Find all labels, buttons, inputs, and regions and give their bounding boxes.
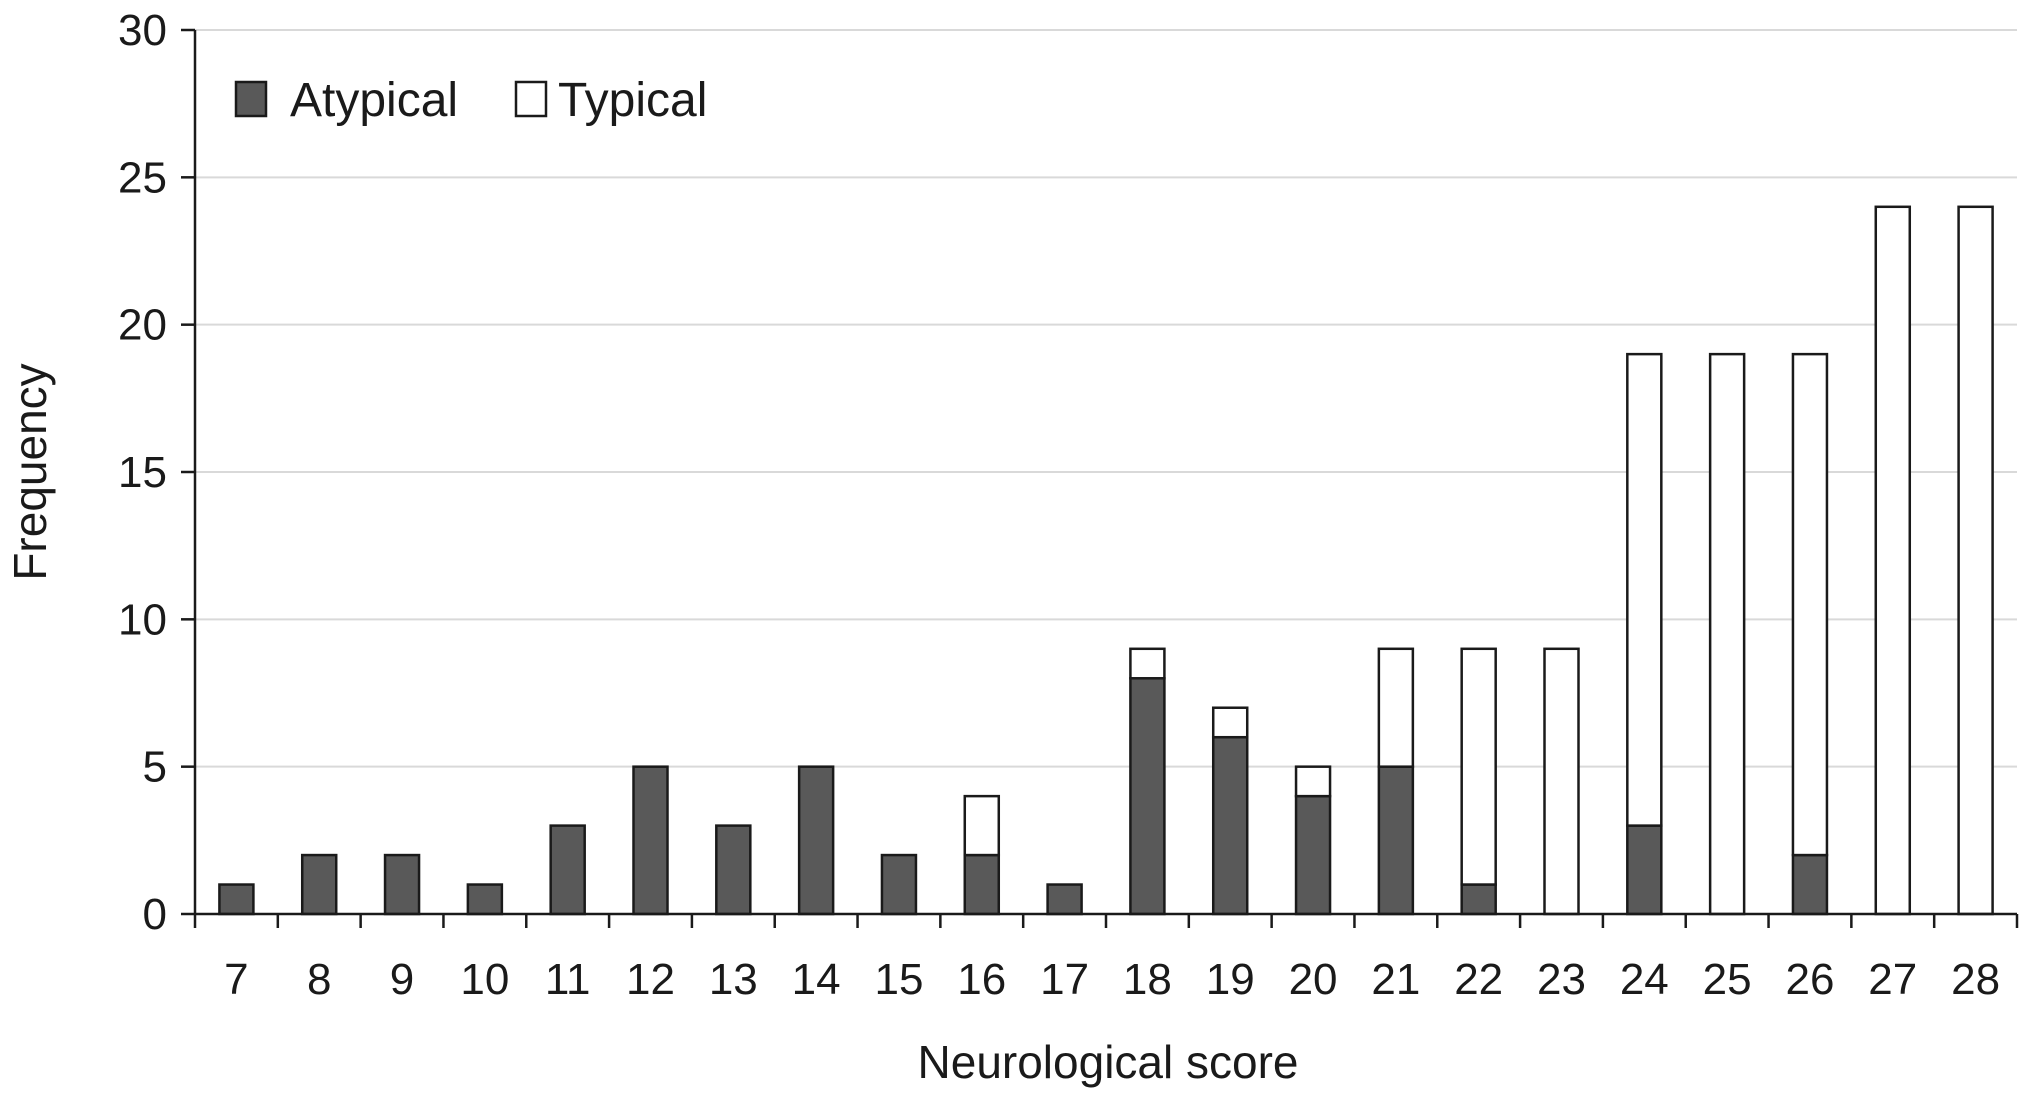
bar-typical-28: [1957, 205, 1994, 916]
x-tick-label: 20: [1289, 955, 1338, 1004]
bar-typical-19: [1211, 706, 1249, 739]
bar-atypical-21: [1377, 765, 1415, 916]
bar-typical-26: [1791, 352, 1829, 857]
bars: [218, 205, 1994, 916]
x-tick-label: 22: [1454, 955, 1503, 1004]
bar-atypical-8: [300, 853, 338, 916]
legend-label-atypical: Atypical: [290, 74, 458, 127]
bar-atypical-15: [880, 853, 918, 916]
x-tick-label: 28: [1951, 955, 2000, 1004]
bar-atypical-10: [466, 883, 504, 916]
bar-atypical-7: [218, 883, 255, 916]
bar-typical-16: [963, 794, 1001, 857]
bar-atypical-17: [1046, 883, 1083, 916]
x-tick-label: 7: [224, 955, 248, 1004]
x-tick-label: 19: [1206, 955, 1255, 1004]
y-axis-title: Frequency: [4, 363, 56, 580]
x-tick-label: 11: [545, 955, 591, 1004]
x-tick-label: 25: [1703, 955, 1752, 1004]
x-tick-label: 10: [460, 955, 509, 1004]
x-tick-label: 26: [1785, 955, 1834, 1004]
bar-typical-24: [1626, 352, 1663, 827]
y-ticks: 0 5 10 15 20 25 30: [118, 6, 195, 939]
x-tick-label: 17: [1040, 955, 1089, 1004]
bar-typical-23: [1543, 647, 1580, 916]
x-tick-label: 13: [709, 955, 758, 1004]
legend-swatch-atypical: [234, 80, 268, 118]
x-tick-label: 27: [1868, 955, 1917, 1004]
x-tick-label: 12: [626, 955, 675, 1004]
bar-atypical-9: [383, 853, 421, 916]
bar-atypical-12: [632, 765, 669, 916]
bar-atypical-20: [1294, 794, 1332, 916]
x-tick-label: 24: [1620, 955, 1669, 1004]
bar-atypical-16: [963, 853, 1001, 916]
bar-atypical-22: [1460, 883, 1497, 916]
legend: Atypical Typical: [234, 74, 707, 127]
bar-atypical-18: [1129, 677, 1166, 916]
x-ticks: 7 8 9 10 11 12 13 14 15 16 17 18 19 20 21 22 23 24 25 26 27 2…: [193, 914, 2019, 1004]
x-tick-label: 8: [307, 955, 331, 1004]
x-tick-label: 18: [1123, 955, 1172, 1004]
x-tick-label: 23: [1537, 955, 1586, 1004]
bar-typical-25: [1708, 352, 1746, 916]
bar-typical-18: [1129, 647, 1166, 680]
bar-atypical-13: [715, 824, 752, 916]
bar-atypical-14: [797, 765, 835, 916]
bar-typical-20: [1294, 765, 1332, 798]
y-tick-label: 30: [118, 6, 167, 55]
legend-swatch-typical: [514, 80, 548, 118]
bar-atypical-26: [1791, 853, 1829, 916]
x-axis-title: Neurological score: [918, 1036, 1299, 1088]
y-tick-label: 10: [118, 595, 167, 644]
bar-typical-21: [1377, 647, 1415, 768]
bar-typical-22: [1460, 647, 1497, 886]
y-tick-label: 15: [118, 448, 167, 497]
bar-atypical-19: [1211, 735, 1249, 916]
bar-atypical-11: [549, 824, 586, 916]
x-tick-label: 21: [1371, 955, 1420, 1004]
bar-atypical-24: [1626, 824, 1663, 916]
x-tick-label: 9: [390, 955, 414, 1004]
x-tick-label: 15: [874, 955, 923, 1004]
bar-typical-27: [1874, 205, 1912, 916]
y-tick-label: 5: [143, 743, 167, 792]
legend-label-typical: Typical: [558, 74, 707, 127]
y-tick-label: 25: [118, 153, 167, 202]
x-tick-label: 16: [957, 955, 1006, 1004]
y-tick-label: 0: [143, 890, 167, 939]
y-tick-label: 20: [118, 301, 167, 350]
x-tick-label: 14: [792, 955, 841, 1004]
